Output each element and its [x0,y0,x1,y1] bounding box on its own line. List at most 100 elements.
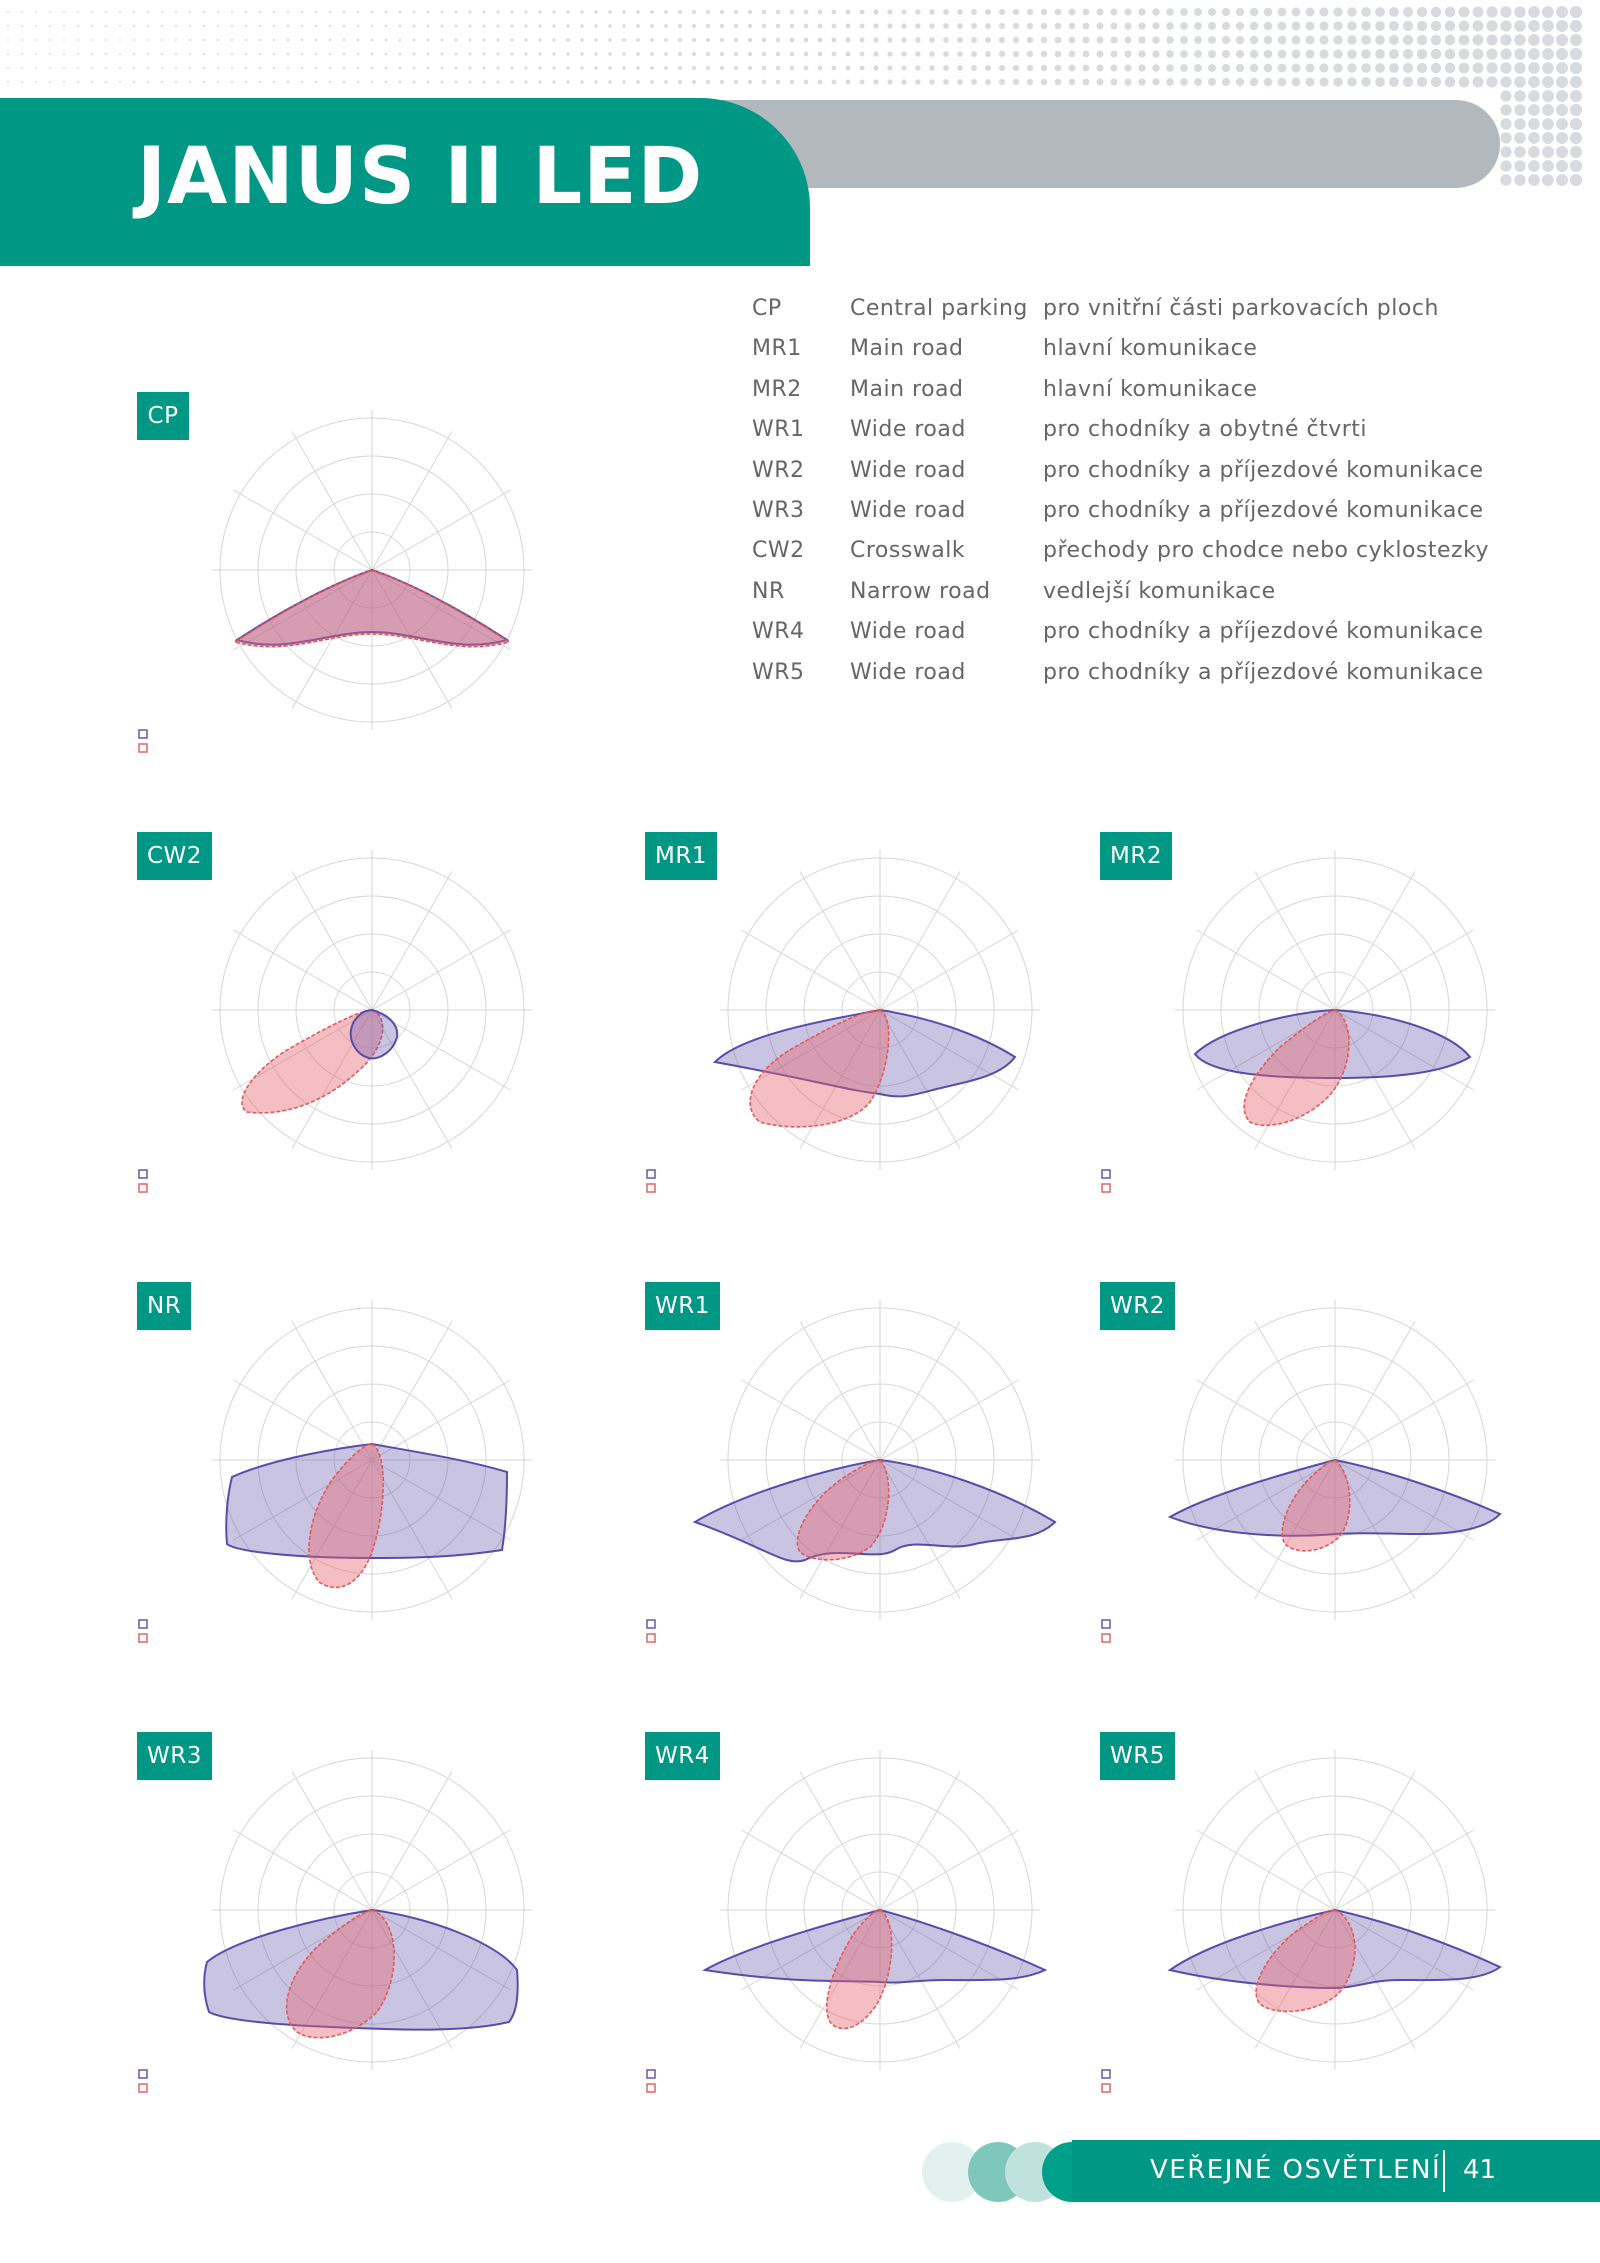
decorative-dot [1569,117,1583,131]
decorative-dot [300,10,304,14]
polar-diagram [138,850,532,1193]
key-swatch [646,1183,656,1193]
decorative-dot [1068,50,1076,58]
decorative-dot [719,79,725,85]
decorative-dot [440,52,444,56]
decorative-dot [1124,36,1132,44]
decorative-dot [1416,20,1428,32]
decorative-dot [6,24,10,28]
decorative-dot [1569,33,1583,47]
decorative-dot [1263,7,1273,17]
key-swatch [138,1619,148,1629]
decorative-dot [258,38,262,42]
decorative-dot [580,66,584,70]
decorative-dot [1012,64,1020,72]
decorative-dot [370,66,374,70]
decorative-dot [594,10,598,14]
decorative-dot [146,10,150,14]
decorative-dot [594,66,598,70]
decorative-dot [678,66,682,70]
polar-diagram [138,1750,532,2093]
decorative-dot [510,24,514,28]
key-swatch [138,1633,148,1643]
decorative-dot [160,66,164,70]
distribution-curve-c0 [1167,1908,1502,1990]
decorative-dot [915,37,921,43]
decorative-dot [188,80,192,84]
decorative-dot [747,65,753,71]
decorative-dot [440,24,444,28]
decorative-dot [244,80,248,84]
decorative-dot [244,38,248,42]
decorative-dot [1389,21,1399,31]
decorative-dot [286,24,290,28]
decorative-dot [48,66,52,70]
decorative-dot [468,52,472,56]
decorative-dot [761,79,767,85]
decorative-dot [1026,8,1034,16]
decorative-dot [943,37,949,43]
decorative-dot [705,9,711,15]
decorative-dot [1138,22,1146,30]
decorative-dot [398,10,402,14]
decorative-dot [482,10,486,14]
decorative-dot [272,52,276,56]
decorative-dot [678,52,682,56]
decorative-dot [1040,8,1048,16]
decorative-dot [1486,62,1498,74]
decorative-dot [20,24,24,28]
decorative-dot [1555,19,1569,33]
decorative-dot [664,80,668,84]
decorative-dot [873,51,879,57]
decorative-dot [775,37,781,43]
decorative-dot [803,9,809,15]
decorative-dot [608,80,612,84]
decorative-dot [104,10,108,14]
distribution-curve-c0 [349,1008,399,1060]
key-swatch [138,729,148,739]
decorative-dot [1096,8,1104,16]
decorative-dot [1152,22,1160,30]
decorative-dot [1180,22,1188,30]
decorative-dot [1402,76,1414,88]
decorative-dot [1430,34,1442,46]
decorative-dot [342,52,346,56]
decorative-dot [426,38,430,42]
decorative-dot [1249,7,1259,17]
distribution-curve-c90 [308,1443,384,1589]
decorative-dot [454,80,458,84]
decorative-dot [580,10,584,14]
decorative-dot [1472,6,1484,18]
decorative-dot [775,65,781,71]
decorative-dot [62,38,66,42]
decorative-dot [594,52,598,56]
legend-name: Wide road [850,457,966,483]
decorative-dot [1569,145,1583,159]
decorative-dot [859,65,865,71]
decorative-dot [20,38,24,42]
decorative-dot [692,38,696,42]
decorative-dot [1375,21,1385,31]
decorative-dot [1026,36,1034,44]
decorative-dot [817,51,823,57]
decorative-dot [1207,35,1217,45]
decorative-dot [873,37,879,43]
decorative-dot [34,52,38,56]
decorative-dot [957,23,963,29]
decorative-dot [1124,78,1132,86]
decorative-dot [1291,77,1301,87]
distribution-curve-c0 [203,1908,519,2031]
distribution-curve-c0 [1193,1008,1472,1080]
decorative-dot [705,79,711,85]
decorative-dot [957,37,963,43]
decorative-dot [468,66,472,70]
decorative-dot [943,9,949,15]
decorative-dot [971,65,977,71]
decorative-dot [412,80,416,84]
decorative-dot [1389,35,1399,45]
decorative-dot [1500,174,1512,186]
decorative-dot [789,9,795,15]
decorative-dot [859,51,865,57]
decorative-dot [482,52,486,56]
decorative-dot [957,79,963,85]
